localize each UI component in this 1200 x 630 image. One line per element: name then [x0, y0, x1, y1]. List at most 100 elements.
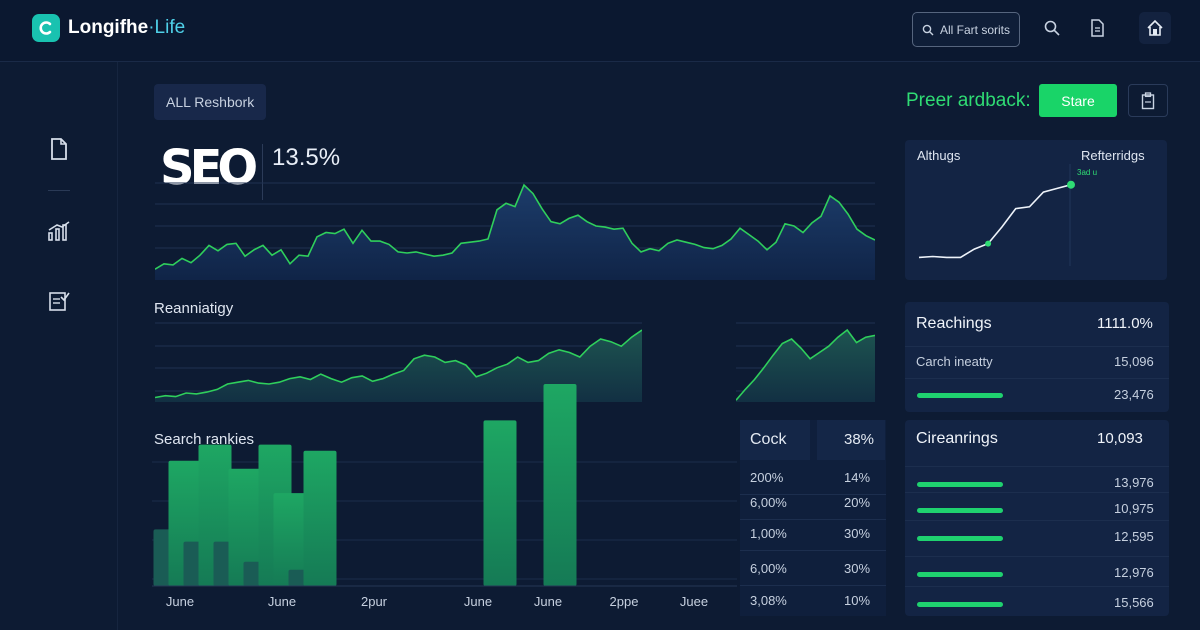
series-line — [918, 183, 1072, 259]
table-cell: 200% — [750, 470, 784, 485]
table-header-value: 38% — [844, 431, 875, 448]
document-button[interactable] — [1081, 12, 1113, 44]
search-icon — [1044, 20, 1060, 36]
sidebar-item-checklist[interactable] — [44, 286, 74, 316]
top-bar: Longifhe·Life All Fart sorits — [0, 0, 1200, 62]
bar — [303, 450, 337, 586]
search-button[interactable] — [1036, 12, 1068, 44]
series-line — [736, 328, 875, 401]
progress-bar — [917, 508, 1003, 513]
table-cell: 1,00% — [750, 526, 787, 541]
table-cell: 14% — [844, 470, 871, 485]
x-tick-label: June — [268, 594, 296, 609]
report-selector-chip[interactable]: ALL Reshbork — [154, 84, 266, 120]
table-cell: 20% — [844, 495, 871, 510]
clipboard-icon — [1141, 91, 1155, 109]
search-icon — [922, 24, 934, 35]
top-area-chart — [155, 182, 875, 280]
checklist-icon — [49, 292, 70, 311]
side-line-chart — [918, 164, 1075, 266]
section-search-label: Search rankies — [154, 431, 255, 448]
x-tick-label: June — [166, 594, 194, 609]
area-fill — [155, 185, 875, 280]
side-chart-point-label: 3ad u — [1077, 168, 1098, 177]
row-divider — [740, 550, 886, 551]
series-line — [155, 183, 875, 270]
row-divider — [905, 556, 1169, 557]
logo-text: Longifhe·Life — [68, 17, 186, 38]
home-button[interactable] — [1139, 12, 1171, 44]
feedback-label: Preer ardback: — [906, 90, 1031, 111]
reachings-progress-bar — [917, 393, 1003, 398]
x-tick-label: 2ppe — [610, 594, 639, 609]
row-divider — [905, 466, 1169, 467]
table-cell: 10% — [844, 593, 871, 608]
cireanrings-value: 10,093 — [1097, 430, 1143, 447]
table-header-label: Cock — [750, 431, 787, 448]
row-value: 15,566 — [1114, 595, 1154, 610]
bar-chart-icon — [48, 221, 70, 241]
x-tick-label: June — [464, 594, 492, 609]
section-ranking-label: Reanniatigy — [154, 300, 234, 317]
seo-divider — [262, 144, 263, 200]
row-divider — [740, 519, 886, 520]
reachings-row-label: Carch ineatty — [916, 354, 993, 369]
sidebar-divider — [48, 190, 70, 191]
seo-logo: SEO — [160, 140, 258, 196]
row-divider — [905, 378, 1169, 379]
sidebar-item-analytics[interactable] — [44, 216, 74, 246]
reachings-title: Reachings — [916, 315, 992, 332]
row-divider — [740, 494, 886, 495]
search-filter-button[interactable]: All Fart sorits — [912, 12, 1020, 47]
export-button[interactable] — [1128, 84, 1168, 117]
bar — [273, 493, 307, 586]
reachings-value: 1111.0% — [1097, 315, 1153, 332]
data-point — [1067, 180, 1075, 189]
side-chart-title-left: Althugs — [917, 148, 961, 163]
sidebar-item-documents[interactable] — [44, 134, 74, 164]
cireanrings-title: Cireanrings — [916, 430, 998, 447]
document-icon — [1091, 19, 1104, 37]
logo-mark-icon — [32, 14, 60, 42]
home-icon — [1147, 19, 1163, 36]
metrics-table: Cock 38% 200% 14% 6,00% 20% 1,00% 30% 6,00% 30%… — [740, 420, 886, 616]
search-filter-label: All Fart sorits — [939, 22, 1010, 37]
row-divider — [905, 586, 1169, 587]
seo-logo-text: SEO — [160, 140, 258, 196]
side-chart-title-right: Refterridgs — [1081, 148, 1145, 163]
bar — [483, 420, 517, 586]
table-cell: 3,08% — [750, 593, 787, 608]
ranking-area-chart-right — [736, 322, 875, 402]
table-cell: 6,00% — [750, 561, 787, 576]
x-tick-label: June — [534, 594, 562, 609]
search-rankings-bar-chart: June June 2pur June June 2ppe Juee — [152, 384, 737, 609]
data-point — [985, 240, 992, 247]
reachings-card: Reachings 1111.0% Carch ineatty 15,096 2… — [905, 302, 1169, 412]
report-selector-label: ALL Reshbork — [166, 94, 255, 110]
share-button-label: Stare — [1061, 92, 1095, 109]
bar — [228, 468, 262, 586]
series-line — [155, 329, 642, 399]
cireanrings-card: Cireanrings 10,093 13,976 10,975 12,595 12,… — [905, 420, 1169, 616]
area-fill — [736, 330, 875, 402]
document-icon — [51, 138, 67, 160]
table-header-cell-2 — [817, 420, 885, 460]
progress-bar — [917, 482, 1003, 487]
row-divider — [905, 492, 1169, 493]
side-line-card: Althugs Refterridgs 3ad u — [905, 140, 1167, 280]
app-logo[interactable]: Longifhe·Life — [32, 14, 185, 42]
row-divider — [905, 520, 1169, 521]
row-value: 13,976 — [1114, 475, 1154, 490]
reachings-row-value-2: 23,476 — [1114, 387, 1154, 402]
table-cell: 30% — [844, 561, 871, 576]
row-divider — [905, 346, 1169, 347]
progress-bar — [917, 602, 1003, 607]
progress-bar — [917, 536, 1003, 541]
area-fill — [155, 330, 642, 402]
row-value: 12,595 — [1114, 529, 1154, 544]
x-tick-label: Juee — [680, 594, 708, 609]
sidebar — [0, 62, 118, 630]
seo-value: 13.5% — [272, 144, 341, 171]
table-cell: 6,00% — [750, 495, 787, 510]
share-button[interactable]: Stare — [1039, 84, 1117, 117]
